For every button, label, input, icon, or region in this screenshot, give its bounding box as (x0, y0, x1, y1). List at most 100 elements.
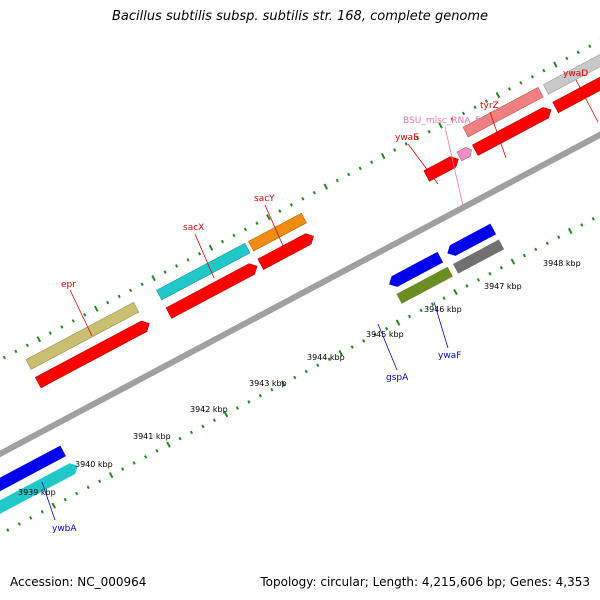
gene-sacX[interactable] (156, 242, 251, 301)
tick-mark (293, 375, 297, 380)
tick-mark (289, 203, 293, 207)
tick-mark (416, 136, 420, 140)
tick-mark (29, 516, 33, 520)
forward-tick-track (2, 38, 600, 360)
tick-mark (212, 418, 217, 423)
tick-mark (323, 183, 329, 190)
tick-mark (534, 247, 538, 252)
tick-mark (189, 430, 194, 435)
tick-mark (327, 357, 331, 362)
gene-label-ywaF: ywaF (438, 351, 461, 361)
tick-mark (201, 424, 205, 429)
tick-mark (178, 436, 182, 441)
tick-mark (553, 61, 558, 68)
gene-tyrZ[interactable] (462, 87, 544, 138)
tick-mark (220, 239, 225, 244)
tick-mark (186, 258, 190, 262)
cds-tyrZ[interactable] (472, 105, 554, 156)
tick-label: 3948 kbp (543, 259, 581, 268)
tick-mark (362, 339, 366, 343)
tick-mark (98, 479, 102, 484)
tick-label: 3940 kbp (75, 460, 113, 469)
tick-label: 3941 kbp (133, 432, 171, 441)
tick-label: 3942 kbp (190, 405, 228, 414)
gene-label-tyrZ: tyrZ (480, 101, 499, 111)
tick-mark (304, 369, 308, 374)
cds-gspA[interactable] (386, 251, 444, 290)
tick-mark (93, 305, 99, 312)
tick-mark (338, 349, 343, 357)
cds-epr[interactable] (34, 318, 152, 389)
tick-mark (557, 235, 561, 239)
tick-label: 3939 kbp (18, 488, 56, 497)
tick-mark (166, 441, 171, 448)
gene-ywaF[interactable] (452, 239, 505, 274)
tick-mark (510, 258, 516, 265)
cds-sacY[interactable] (257, 231, 317, 270)
tick-mark (106, 300, 110, 305)
tick-mark (232, 233, 236, 238)
tick-label: 3946 kbp (424, 305, 462, 314)
cds-ywaE[interactable] (423, 154, 461, 182)
tick-mark (140, 282, 144, 287)
tick-mark (247, 400, 251, 404)
tick-mark (108, 472, 114, 479)
gene-ywbA[interactable] (0, 460, 81, 517)
cds-ywbA-top[interactable] (0, 445, 66, 499)
tick-mark (495, 91, 501, 99)
cds-sacX[interactable] (165, 261, 260, 319)
tick-mark (335, 178, 339, 183)
tick-mark (129, 288, 133, 293)
cds-ywaF[interactable] (445, 223, 497, 259)
tick-mark (243, 227, 248, 232)
cds-ywaD[interactable] (552, 62, 600, 114)
gene-BSU_misc_RNA_59[interactable] (456, 145, 474, 162)
tick-mark (75, 491, 79, 496)
tick-mark (450, 117, 454, 122)
tick-mark (278, 209, 282, 213)
gene-label-ywbA: ywbA (52, 524, 77, 534)
tick-mark (370, 160, 374, 165)
tick-mark (476, 278, 481, 282)
gene-label-ywaD: ywaD (563, 69, 588, 79)
tick-mark (235, 406, 239, 410)
tick-mark (151, 275, 156, 282)
gene-label-gspA: gspA (386, 373, 409, 383)
tick-mark (530, 74, 534, 79)
tick-mark (48, 331, 52, 335)
tick-mark (132, 461, 136, 465)
tick-mark (522, 253, 526, 258)
genome-backbone (0, 105, 600, 477)
tick-mark (17, 522, 21, 526)
tick-mark (71, 319, 75, 323)
tick-mark (442, 296, 446, 300)
tick-mark (155, 448, 159, 453)
tick-mark (461, 111, 466, 116)
tick-mark (121, 467, 125, 471)
gene-gspA[interactable] (396, 266, 453, 304)
tick-mark (438, 122, 443, 129)
tick-mark (393, 148, 397, 152)
tick-mark (385, 326, 389, 331)
gene-label-BSU_misc_RNA_59: BSU_misc_RNA_59 (403, 116, 487, 126)
tick-mark (473, 105, 477, 110)
tick-mark (301, 197, 305, 201)
tick-mark (117, 294, 121, 299)
gene-epr[interactable] (25, 302, 140, 370)
tick-label: 3944 kbp (307, 353, 345, 362)
tick-mark (51, 502, 57, 509)
tick-mark (507, 87, 512, 91)
tick-mark (404, 142, 408, 146)
tick-label: 3947 kbp (484, 282, 522, 291)
tick-mark (576, 50, 580, 55)
tick-mark (255, 221, 259, 226)
tick-mark (208, 244, 214, 251)
tick-mark (86, 485, 90, 490)
tick-mark (588, 44, 592, 49)
tick-mark (373, 333, 377, 337)
tick-mark (358, 166, 362, 171)
tick-label: 3945 kbp (366, 330, 404, 339)
gene-label-ywaE: ywaE (395, 133, 419, 143)
tick-mark (143, 455, 148, 459)
gene-ywaD[interactable] (542, 46, 600, 95)
